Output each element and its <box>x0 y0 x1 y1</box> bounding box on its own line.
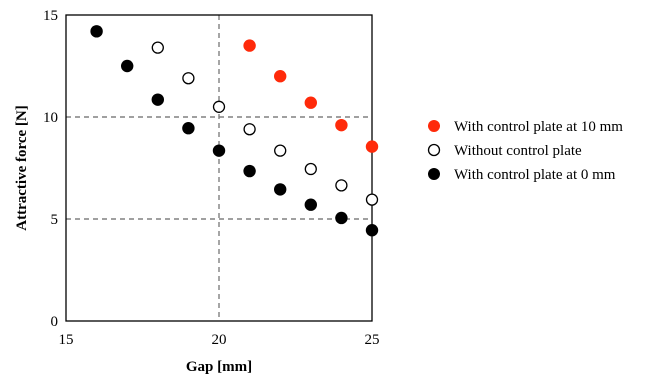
legend: With control plate at 10 mm Without cont… <box>427 119 623 183</box>
legend-label: With control plate at 0 mm <box>454 167 616 183</box>
data-point-series-2 <box>212 144 226 157</box>
x-tick-label: 15 <box>59 332 74 348</box>
legend-entry-control-plate-10mm: With control plate at 10 mm <box>428 119 623 135</box>
grid-lines <box>66 15 372 321</box>
data-point-series-1 <box>243 123 256 136</box>
data-point-series-0 <box>304 96 317 109</box>
data-point-series-2 <box>304 198 317 211</box>
data-point-series-2 <box>90 25 103 38</box>
legend-label: Without control plate <box>454 143 582 159</box>
plot-area-frame <box>65 14 373 322</box>
data-point-series-1 <box>212 100 226 113</box>
legend-entry-control-plate-0mm: With control plate at 0 mm <box>428 167 616 183</box>
legend-entry-without-control-plate: Without control plate <box>427 143 582 159</box>
axis-ticks: 15 20 25 0 5 10 15 <box>43 8 380 348</box>
data-point-series-2 <box>365 224 379 237</box>
data-point-series-2 <box>335 211 348 225</box>
data-point-series-2 <box>121 59 134 73</box>
y-axis-title: Attractive force [N] <box>14 105 30 230</box>
data-point-series-1 <box>151 41 164 54</box>
data-point-series-0 <box>365 140 379 153</box>
x-tick-label: 25 <box>365 332 380 348</box>
y-tick-label: 5 <box>51 212 59 228</box>
data-points <box>90 25 379 237</box>
legend-marker-black-filled <box>428 168 440 180</box>
x-axis-title: Gap [mm] <box>186 359 252 375</box>
data-point-series-2 <box>243 164 256 178</box>
data-point-series-0 <box>335 118 348 132</box>
data-point-series-1 <box>274 144 287 157</box>
y-tick-label: 0 <box>51 314 59 330</box>
data-point-series-0 <box>274 70 287 83</box>
data-point-series-1 <box>335 179 348 192</box>
data-point-series-0 <box>243 39 256 52</box>
data-point-series-2 <box>182 122 195 135</box>
data-point-series-1 <box>182 72 195 85</box>
data-point-series-2 <box>274 183 287 196</box>
y-tick-label: 10 <box>43 110 58 126</box>
y-tick-label: 15 <box>43 8 58 24</box>
legend-marker-red-filled <box>428 120 440 132</box>
legend-label: With control plate at 10 mm <box>454 119 623 135</box>
data-point-series-1 <box>365 193 379 206</box>
legend-marker-open-circle <box>427 143 441 157</box>
x-tick-label: 20 <box>212 332 227 348</box>
data-point-series-1 <box>304 162 317 176</box>
data-point-series-2 <box>151 93 164 106</box>
